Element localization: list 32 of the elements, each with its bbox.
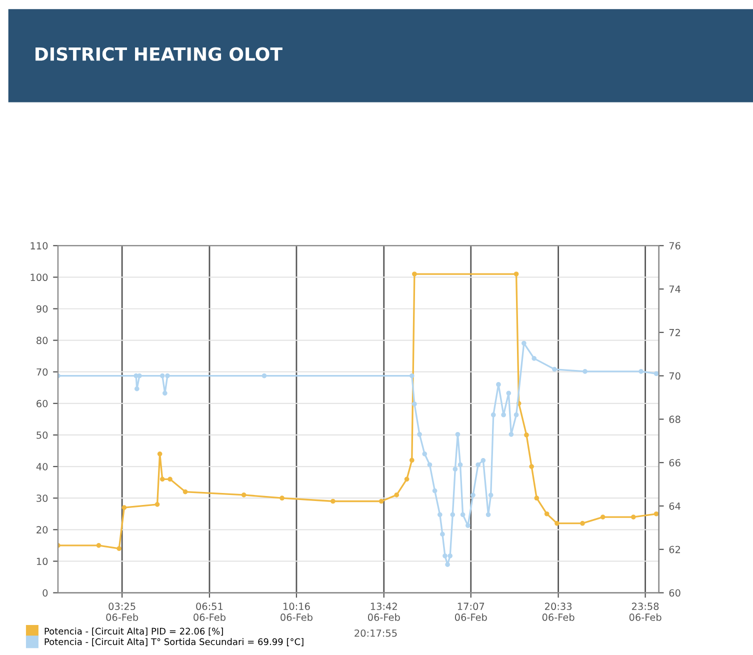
y2-tick-label: 72: [669, 328, 680, 336]
chart-title: DISTRICT HEATING OLOT: [36, 47, 282, 61]
y-tick-label: 70: [36, 368, 48, 376]
y-tick-label: 60: [36, 400, 48, 408]
y-tick-label: 80: [36, 336, 48, 344]
y2-tick-label: 74: [669, 286, 680, 293]
x-tick-label: 10:16 06-Feb: [280, 602, 312, 621]
y-tick-label: 30: [36, 494, 48, 502]
y-tick-label: 90: [36, 305, 48, 313]
y-tick-label: 40: [36, 463, 48, 470]
y-tick-label: 50: [36, 431, 48, 439]
x-tick-label: 23:58 06-Feb: [629, 602, 662, 621]
y2-tick-label: 64: [669, 502, 680, 510]
legend-label: Potencia - [Circuit Alta] PID = 22.06 [%]: [44, 628, 223, 636]
y-tick-label: 10: [36, 558, 48, 566]
x-tick-label: 17:07 06-Feb: [454, 602, 487, 621]
y-tick-label: 110: [30, 242, 48, 250]
x-tick-label: 06:51 06-Feb: [194, 602, 226, 621]
y2-tick-label: 68: [669, 416, 680, 424]
y2-tick-label: 76: [669, 242, 680, 250]
y2-tick-label: 60: [669, 589, 680, 597]
y-tick-label: 100: [30, 274, 48, 282]
x-tick-label: 20:33 06-Feb: [542, 602, 574, 621]
legend-label: Potencia - [Circuit Alta] T° Sortida Secundari = 69.99 [°C]: [44, 638, 304, 646]
x-tick-label: 13:42 06-Feb: [368, 602, 400, 621]
y2-tick-label: 66: [669, 459, 680, 466]
y2-tick-label: 70: [669, 372, 680, 380]
text: 20:17:55: [354, 629, 397, 637]
y2-tick-label: 62: [669, 546, 680, 554]
x-tick-label: 03:25 06-Feb: [106, 602, 138, 621]
y-tick-label: 20: [36, 526, 48, 534]
y-tick-label: 0: [42, 589, 48, 597]
